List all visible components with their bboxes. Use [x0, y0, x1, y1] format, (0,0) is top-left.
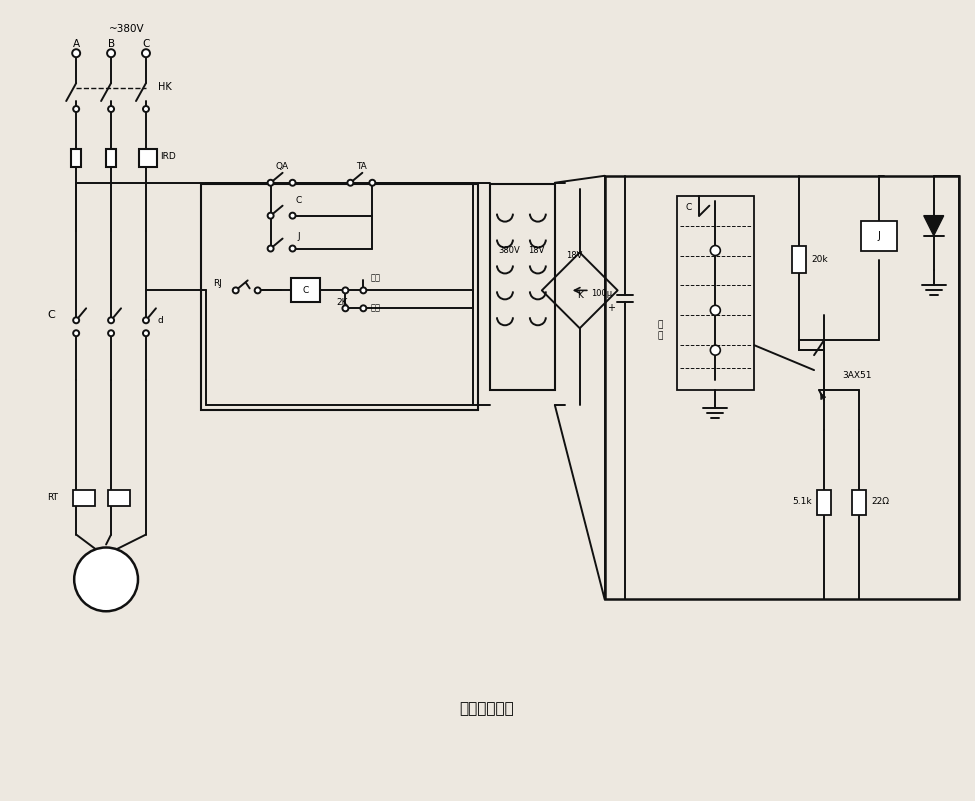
Circle shape — [290, 179, 295, 186]
Text: +: + — [606, 304, 614, 313]
Bar — [861, 220, 897, 251]
Circle shape — [361, 288, 367, 293]
Circle shape — [108, 317, 114, 324]
Text: RT: RT — [47, 493, 58, 502]
Text: C: C — [302, 286, 309, 295]
Text: HK: HK — [158, 82, 172, 92]
Circle shape — [108, 106, 114, 112]
Bar — [201, 183, 478, 410]
Circle shape — [711, 246, 721, 256]
Text: 18V: 18V — [566, 251, 583, 260]
Text: 22Ω: 22Ω — [871, 497, 889, 506]
Circle shape — [233, 288, 239, 293]
Text: C: C — [48, 310, 56, 320]
Circle shape — [347, 179, 353, 186]
Bar — [108, 489, 130, 505]
Bar — [291, 279, 321, 302]
Text: 2K: 2K — [336, 298, 348, 307]
Bar — [792, 246, 806, 273]
Circle shape — [142, 49, 150, 57]
Bar — [604, 175, 958, 599]
Text: IRD: IRD — [160, 152, 176, 161]
Circle shape — [711, 345, 721, 355]
Circle shape — [370, 179, 375, 186]
Circle shape — [342, 305, 348, 312]
Bar — [106, 149, 116, 167]
Text: 启动: 启动 — [370, 273, 380, 282]
Text: ~: ~ — [100, 585, 111, 598]
Text: 5.1k: 5.1k — [793, 497, 812, 506]
Bar — [490, 183, 555, 390]
Text: J: J — [878, 231, 880, 240]
Text: C: C — [685, 203, 691, 212]
Circle shape — [267, 246, 274, 252]
Bar — [73, 489, 96, 505]
Circle shape — [267, 179, 274, 186]
Circle shape — [72, 49, 80, 57]
Text: A: A — [72, 39, 80, 49]
Text: 3AX51: 3AX51 — [842, 371, 872, 380]
Circle shape — [711, 305, 721, 316]
Circle shape — [73, 330, 79, 336]
Circle shape — [73, 317, 79, 324]
Text: C: C — [142, 39, 150, 49]
Text: 18V: 18V — [527, 246, 544, 255]
Circle shape — [107, 49, 115, 57]
Circle shape — [342, 288, 348, 293]
Circle shape — [74, 548, 138, 611]
Text: 100μ: 100μ — [592, 289, 612, 298]
Text: M: M — [98, 566, 113, 583]
Circle shape — [143, 330, 149, 336]
Circle shape — [267, 212, 274, 219]
Bar — [817, 489, 831, 514]
Text: 380V: 380V — [498, 246, 520, 255]
Text: 20k: 20k — [811, 255, 828, 264]
Circle shape — [143, 106, 149, 112]
Circle shape — [143, 317, 149, 324]
Circle shape — [290, 246, 295, 252]
Text: RJ: RJ — [213, 279, 221, 288]
Text: d: d — [158, 316, 164, 324]
Text: J: J — [297, 232, 300, 241]
Text: 简易水位控制: 简易水位控制 — [459, 702, 515, 716]
Bar — [678, 195, 755, 390]
Text: K: K — [577, 291, 583, 300]
Circle shape — [108, 330, 114, 336]
Bar — [852, 489, 866, 514]
Text: ~380V: ~380V — [109, 24, 144, 34]
Text: C: C — [295, 196, 301, 205]
Circle shape — [290, 212, 295, 219]
Circle shape — [73, 106, 79, 112]
Text: 手动: 手动 — [370, 304, 380, 313]
Text: QA: QA — [275, 163, 289, 171]
Text: 水
箱: 水 箱 — [657, 320, 662, 340]
Text: B: B — [107, 39, 115, 49]
Text: TA: TA — [356, 163, 367, 171]
Circle shape — [254, 288, 260, 293]
Bar — [139, 149, 157, 167]
Bar — [71, 149, 81, 167]
Polygon shape — [923, 215, 944, 235]
Circle shape — [361, 305, 367, 312]
